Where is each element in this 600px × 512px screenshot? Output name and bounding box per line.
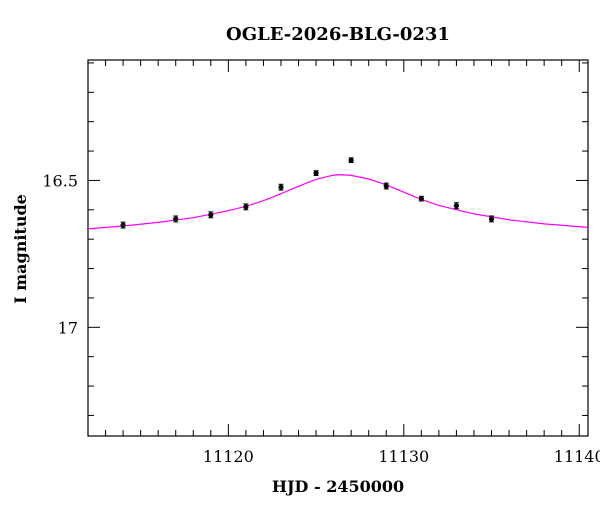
x-tick-label: 11130 — [378, 447, 429, 466]
y-axis-label: I magnitude — [11, 194, 30, 304]
data-point — [383, 183, 389, 189]
data-point — [120, 222, 126, 228]
data-point — [348, 157, 354, 163]
data-point — [173, 216, 179, 222]
data-point — [418, 196, 424, 202]
x-axis-label: HJD - 2450000 — [272, 477, 404, 496]
model-curve — [87, 173, 589, 230]
data-point — [453, 203, 460, 209]
x-tick-label: 11120 — [203, 447, 254, 466]
y-tick-label: 17 — [58, 318, 78, 337]
plot-frame — [87, 59, 589, 437]
x-tick-label: 11140 — [554, 447, 600, 466]
data-point — [278, 184, 284, 190]
plot-area: 11120 11130 11140 16.5 17 — [42, 59, 600, 466]
data-point — [488, 216, 495, 222]
data-point — [313, 170, 319, 176]
data-point — [243, 204, 249, 210]
chart-title: OGLE-2026-BLG-0231 — [226, 24, 450, 45]
y-tick-label: 16.5 — [42, 171, 78, 190]
data-point — [208, 212, 214, 218]
